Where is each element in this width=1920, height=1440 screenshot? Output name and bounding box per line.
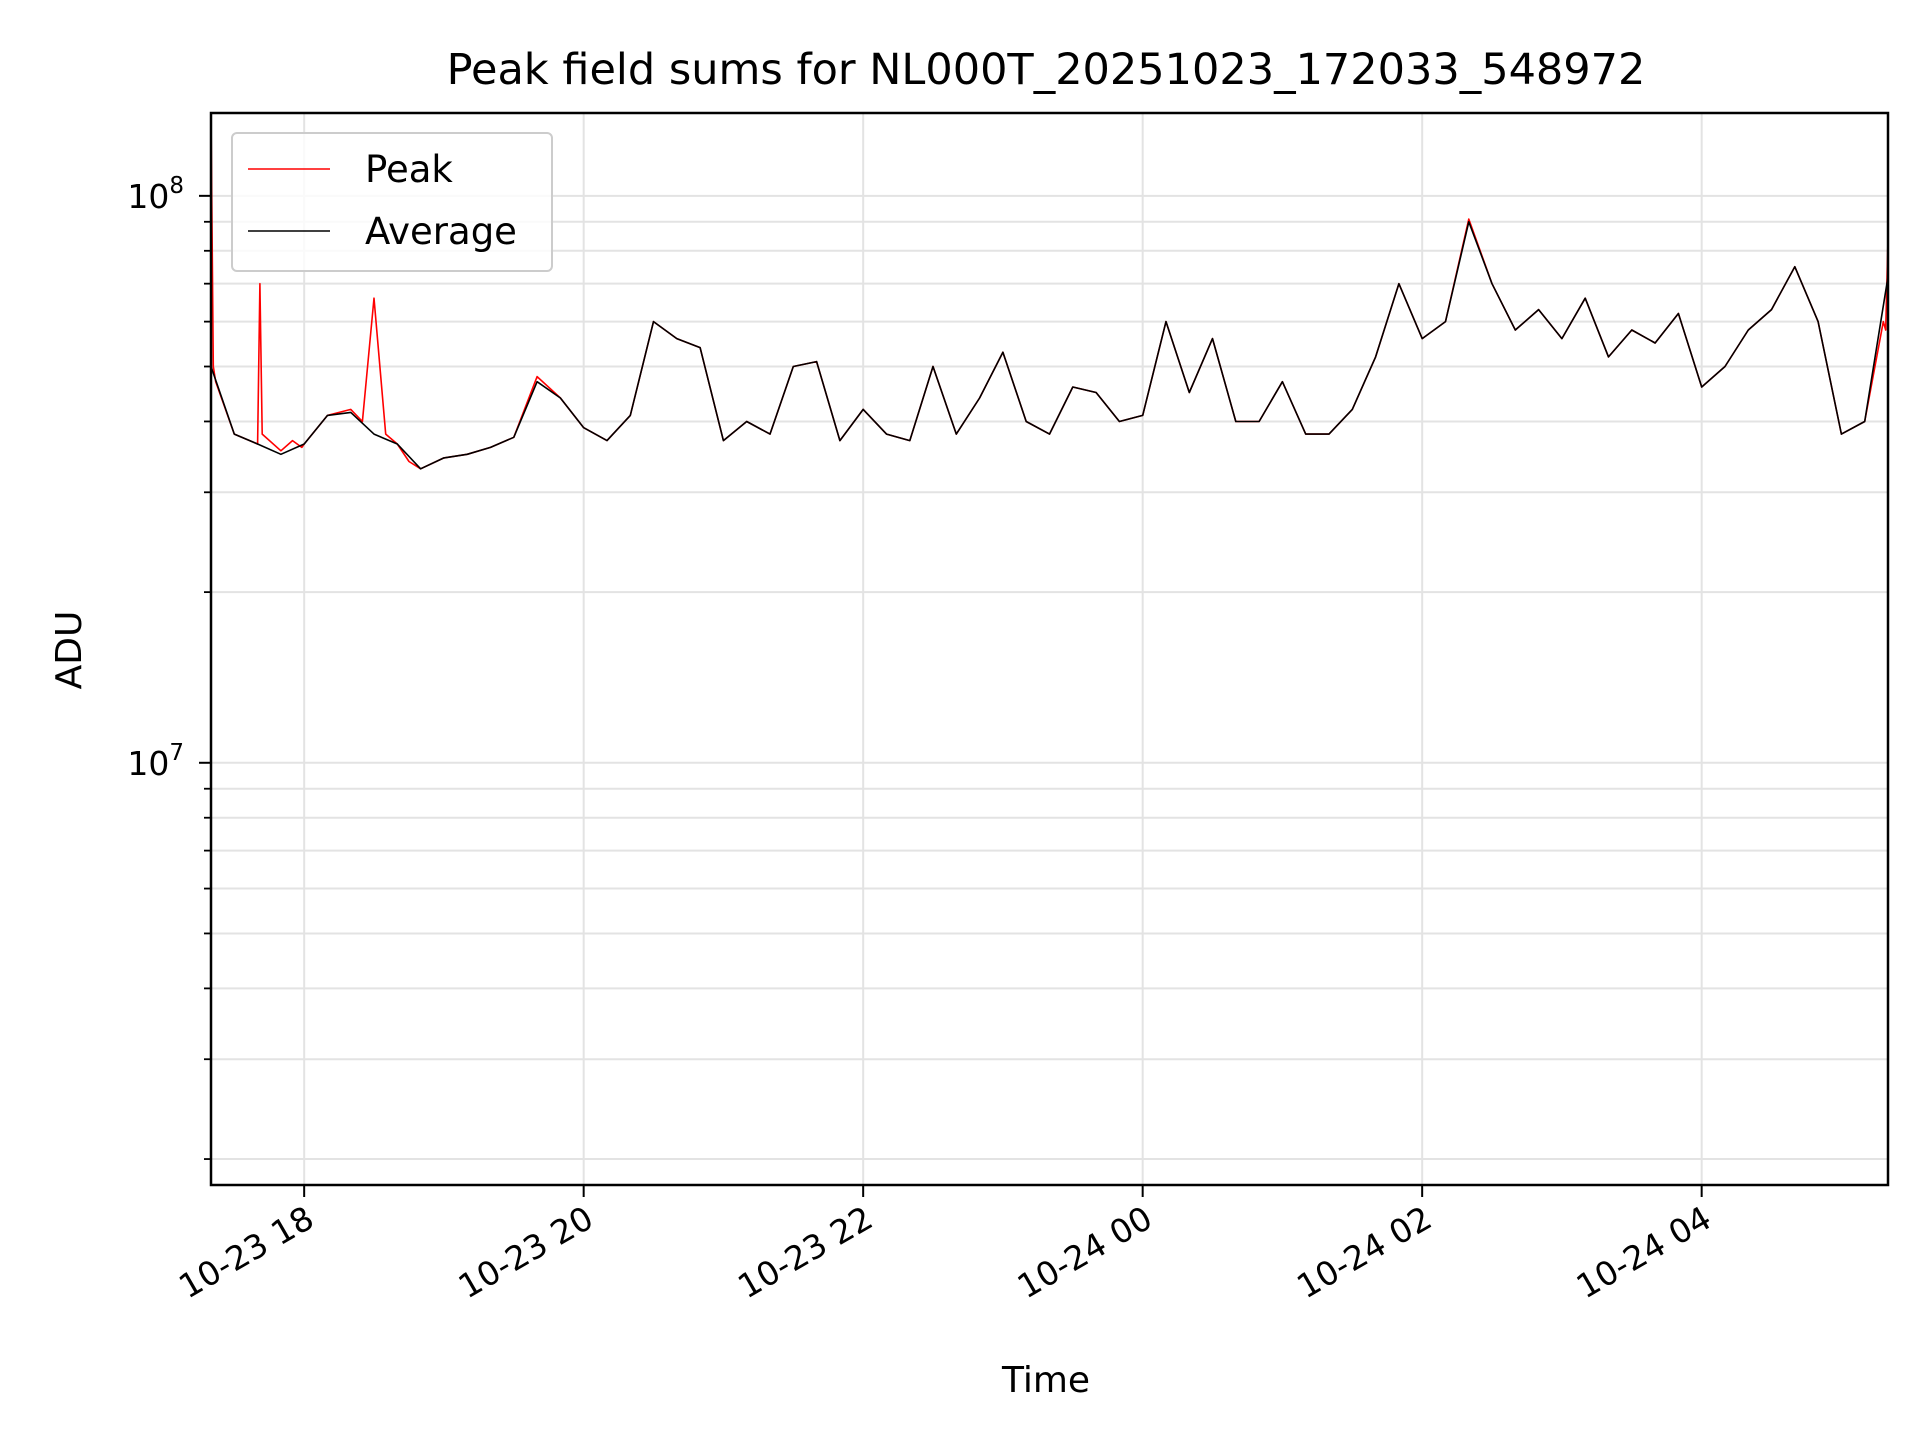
legend: Peak Average [231, 132, 553, 272]
plot-area-frame [209, 111, 1890, 1187]
series-line-average [210, 221, 1889, 470]
legend-label-peak: Peak [365, 148, 453, 191]
y-tick-label: 108 [127, 173, 184, 216]
y-axis: 107 108 [127, 173, 211, 1160]
series-layer [210, 112, 1889, 470]
y-axis-label: ADU [49, 611, 90, 690]
grid [211, 113, 1888, 1185]
legend-label-average: Average [365, 210, 517, 253]
chart-title: Peak field sums for NL000T_20251023_1720… [447, 45, 1646, 95]
x-axis-label: Time [1001, 1360, 1090, 1401]
legend-box [231, 132, 553, 272]
y-tick-label: 107 [127, 740, 184, 783]
